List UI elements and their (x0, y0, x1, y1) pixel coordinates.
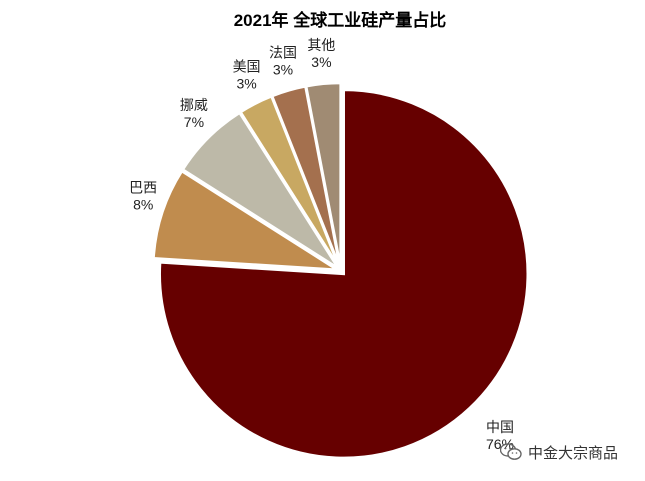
wechat-icon (500, 443, 522, 460)
slice-value-0: 76% (486, 436, 514, 452)
chart-title: 2021年 全球工业硅产量占比 (234, 10, 447, 30)
slice-value-1: 8% (133, 197, 153, 213)
slice-label-2: 挪威 (180, 97, 208, 113)
slice-label-4: 法国 (269, 44, 297, 60)
watermark: 中金大宗商品 (500, 440, 618, 464)
slice-label-3: 美国 (233, 59, 261, 75)
slice-label-5: 其他 (307, 37, 335, 53)
pie-slice-0 (158, 88, 529, 460)
watermark-text: 中金大宗商品 (528, 444, 619, 462)
pie-slices (152, 81, 529, 460)
slice-value-4: 3% (273, 61, 293, 77)
slice-value-3: 3% (236, 76, 256, 92)
slice-value-2: 7% (184, 114, 204, 130)
pie-slice-1 (152, 169, 338, 272)
pie-slice-2 (181, 111, 340, 270)
slice-label-1: 巴西 (129, 180, 157, 196)
pie-slice-5 (304, 81, 342, 268)
slice-label-0: 中国 (486, 419, 514, 435)
slice-value-5: 3% (311, 54, 331, 70)
